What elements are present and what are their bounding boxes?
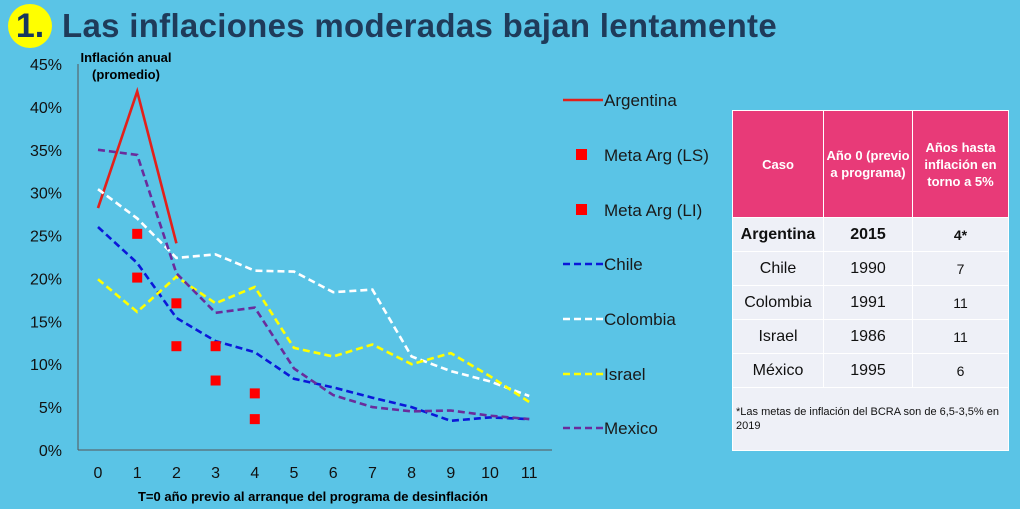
y-tick-label: 0% [39, 443, 62, 460]
legend-item-meta-arg-li: Meta Arg (LI) [576, 201, 702, 220]
legend-label: Mexico [604, 419, 658, 438]
x-tick-label: 2 [172, 465, 181, 482]
table-cell-years: 6 [912, 353, 1009, 388]
table-cell-years: 4* [912, 217, 1009, 252]
series-line-mexico [97, 148, 530, 421]
table-row: Colombia 1991 11 [732, 285, 1009, 320]
y-axis-title-line1: Inflación anual [80, 50, 171, 65]
table-cell-case: Chile [732, 251, 824, 286]
table-cell-years: 11 [912, 319, 1009, 354]
x-tick-labels: 0 1 2 3 4 5 6 7 8 9 10 11 [94, 465, 538, 482]
series-line-chile [97, 226, 530, 423]
x-tick-label: 11 [521, 465, 538, 482]
y-tick-label: 20% [30, 271, 62, 288]
table-cell-years: 11 [912, 285, 1009, 320]
slide-title: Las inflaciones moderadas bajan lentamen… [62, 7, 777, 44]
y-tick-label: 40% [30, 100, 62, 117]
marker-meta-arg-ls [249, 388, 260, 399]
x-tick-label: 10 [481, 465, 499, 482]
marker-meta-arg-ls [132, 228, 143, 239]
x-tick-label: 8 [407, 465, 416, 482]
marker-meta-arg-ls [171, 298, 182, 309]
y-axis-title-line2: (promedio) [92, 67, 160, 82]
x-tick-label: 0 [94, 465, 103, 482]
y-tick-label: 10% [30, 357, 62, 374]
x-tick-label: 3 [211, 465, 220, 482]
series-line-israel [97, 275, 530, 404]
table-cell-case: Argentina [732, 217, 824, 252]
table-row: México 1995 6 [732, 353, 1009, 388]
legend-item-argentina: Argentina [563, 91, 677, 110]
slide-title-area: 1. Las inflaciones moderadas bajan lenta… [8, 4, 777, 48]
table-footnote: *Las metas de inflación del BCRA son de … [732, 387, 1009, 451]
marker-meta-arg-ls [210, 341, 221, 352]
y-tick-label: 35% [30, 143, 62, 160]
y-tick-label: 15% [30, 314, 62, 331]
y-tick-label: 30% [30, 186, 62, 203]
series-layer [96, 86, 530, 423]
legend-item-israel: Israel [563, 365, 646, 384]
legend-label: Chile [604, 255, 643, 274]
legend-item-colombia: Colombia [563, 310, 676, 329]
legend-label: Israel [604, 365, 646, 384]
legend-marker [576, 204, 587, 215]
table-header-years-to-target: Años hasta inflación en torno a 5% [912, 110, 1009, 218]
x-tick-label: 6 [329, 465, 338, 482]
y-tick-labels: 0% 5% 10% 15% 20% 25% 30% 35% 40% 45% [30, 57, 62, 460]
table-header-row: Caso Año 0 (previo a programa) Años hast… [732, 110, 1009, 218]
y-tick-label: 5% [39, 400, 62, 417]
legend-label: Meta Arg (LI) [604, 201, 702, 220]
table-header-case: Caso [732, 110, 824, 218]
legend-item-chile: Chile [563, 255, 643, 274]
table-note-row: *Las metas de inflación del BCRA son de … [732, 387, 1009, 451]
marker-meta-arg-li [171, 341, 182, 352]
table-cell-year: 2015 [823, 217, 913, 252]
y-tick-label: 45% [30, 57, 62, 74]
legend-marker [576, 149, 587, 160]
marker-meta-arg-li [249, 414, 260, 425]
table-row: Israel 1986 11 [732, 319, 1009, 354]
series-line-argentina [96, 86, 178, 244]
x-axis-title: T=0 año previo al arranque del programa … [138, 489, 488, 504]
legend-item-mexico: Mexico [563, 419, 658, 438]
y-tick-label: 25% [30, 229, 62, 246]
x-tick-label: 9 [446, 465, 455, 482]
x-tick-label: 7 [368, 465, 377, 482]
marker-meta-arg-li [132, 272, 143, 283]
table-cell-case: Israel [732, 319, 824, 354]
legend-label: Meta Arg (LS) [604, 146, 709, 165]
table-cell-year: 1991 [823, 285, 913, 320]
table-cell-years: 7 [912, 251, 1009, 286]
table-row: Argentina 2015 4* [732, 217, 1009, 252]
series-line-colombia [97, 188, 530, 398]
table-cell-year: 1990 [823, 251, 913, 286]
legend: Argentina Meta Arg (LS) Meta Arg (LI) Chile… [563, 91, 709, 438]
table-header-year-zero: Año 0 (previo a programa) [823, 110, 913, 218]
legend-item-meta-arg-ls: Meta Arg (LS) [576, 146, 709, 165]
table-cell-year: 1986 [823, 319, 913, 354]
legend-label: Argentina [604, 91, 677, 110]
legend-label: Colombia [604, 310, 676, 329]
x-tick-label: 1 [133, 465, 142, 482]
x-tick-label: 4 [250, 465, 259, 482]
table-cell-case: México [732, 353, 824, 388]
marker-meta-arg-li [210, 375, 221, 386]
table-cell-year: 1995 [823, 353, 913, 388]
table-row: Chile 1990 7 [732, 251, 1009, 286]
marker-layer [132, 228, 260, 425]
slide-number-badge: 1. [8, 4, 52, 48]
table-cell-case: Colombia [732, 285, 824, 320]
cases-table: Caso Año 0 (previo a programa) Años hast… [732, 110, 1009, 451]
x-tick-label: 5 [290, 465, 299, 482]
